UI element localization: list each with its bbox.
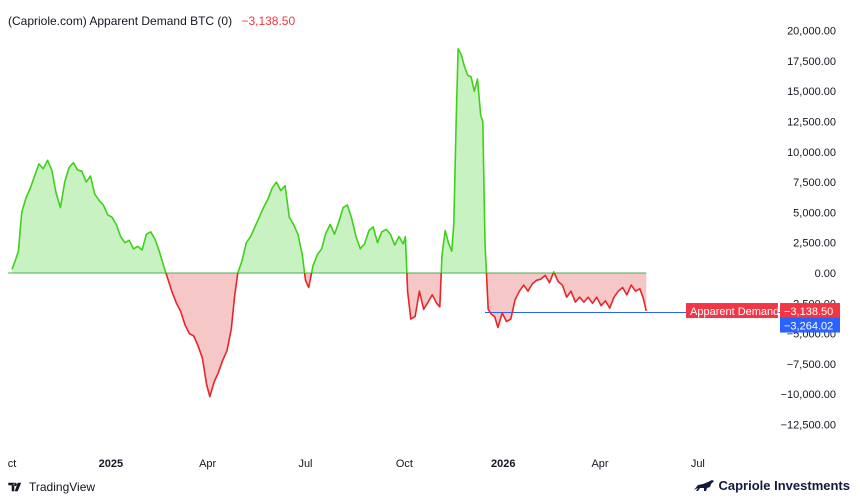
tradingview-brand-label: TradingView [29, 480, 96, 494]
plot-area [8, 48, 780, 398]
bull-logo-icon [693, 479, 714, 491]
x-tick-label: Jul [691, 458, 705, 470]
y-tick-label: 2,500.00 [793, 238, 836, 250]
y-tick-label: −10,000.00 [781, 389, 836, 401]
y-tick-label: 0.00 [815, 268, 836, 280]
indicator-title: (Capriole.com) Apparent Demand BTC (0) [8, 14, 233, 28]
last-value-tag-label: −3,138.50 [784, 306, 833, 318]
capriole-brand: Capriole Investments [693, 478, 851, 493]
negative-demand-line [165, 273, 648, 398]
x-axis: ct 2025 Apr Jul Oct 2026 Apr Jul [8, 458, 705, 470]
x-tick-label: Apr [199, 458, 216, 470]
y-tick-label: 15,000.00 [787, 86, 836, 98]
x-tick-label: 2025 [99, 458, 123, 470]
y-axis: 20,000.00 17,500.00 15,000.00 12,500.00 10,0… [781, 26, 836, 432]
y-tick-label: 7,500.00 [793, 177, 836, 189]
series-name-tag-label: Apparent Demand [690, 306, 779, 318]
price-tags: Apparent Demand −3,138.50 −3,264.02 [686, 303, 840, 333]
y-tick-label: −7,500.00 [787, 359, 836, 371]
tradingview-logo-icon [8, 482, 22, 492]
x-tick-label: Jul [298, 458, 312, 470]
tradingview-brand[interactable]: TradingView [8, 480, 95, 494]
y-tick-label: 5,000.00 [793, 207, 836, 219]
reference-value-tag [780, 317, 840, 333]
y-tick-label: −12,500.00 [781, 420, 836, 432]
y-tick-label: 20,000.00 [787, 26, 836, 38]
x-tick-label: Oct [396, 458, 413, 470]
last-value-tag [780, 303, 840, 319]
capriole-brand-label: Capriole Investments [718, 478, 851, 493]
positive-demand-area [12, 48, 647, 273]
indicator-legend[interactable]: (Capriole.com) Apparent Demand BTC (0) −… [8, 14, 295, 28]
positive-demand-line [11, 48, 556, 273]
reference-value-tag-label: −3,264.02 [784, 321, 833, 333]
x-tick-label: 2026 [491, 458, 515, 470]
y-tick-label: 10,000.00 [787, 147, 836, 159]
series-name-tag [686, 303, 778, 319]
x-tick-label: ct [8, 458, 17, 470]
x-tick-label: Apr [591, 458, 608, 470]
y-tick-label: 17,500.00 [787, 56, 836, 68]
indicator-current-value: −3,138.50 [241, 14, 296, 28]
negative-demand-area [12, 273, 647, 397]
y-tick-label: 12,500.00 [787, 117, 836, 129]
